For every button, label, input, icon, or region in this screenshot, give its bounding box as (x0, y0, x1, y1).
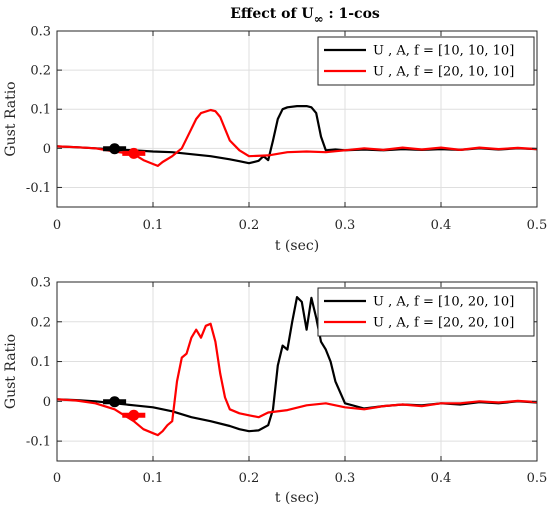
y-tick-label: 0 (43, 142, 51, 157)
marker-point-0 (109, 143, 121, 155)
x-tick-label: 0 (53, 471, 61, 486)
y-tick-label: 0.2 (30, 315, 51, 330)
y-tick-label: 0.3 (30, 25, 51, 40)
y-tick-label: 0.3 (30, 276, 51, 291)
x-tick-label: 0.4 (431, 471, 452, 486)
legend-label-0: U , A, f = [10, 20, 10] (373, 295, 514, 310)
marker-point-1 (128, 409, 140, 421)
x-axis-label: t (sec) (275, 490, 319, 506)
x-tick-label: 0 (53, 218, 61, 233)
legend: U , A, f = [10, 20, 10] U , A, f = [20, 2… (317, 287, 535, 337)
x-tick-label: 0.1 (143, 218, 164, 233)
y-tick-label: 0.1 (30, 103, 51, 118)
x-tick-label: 0.3 (335, 471, 356, 486)
y-tick-label: -0.1 (26, 435, 51, 450)
legend-box (317, 36, 535, 86)
y-axis-label: Gust Ratio (3, 334, 19, 409)
legend-label-1: U , A, f = [20, 10, 10] (373, 65, 514, 80)
x-tick-label: 0.5 (527, 218, 548, 233)
legend-box (317, 287, 535, 337)
figure-title-rest: : 1-cos (324, 6, 380, 22)
series-line-1 (56, 322, 538, 437)
y-tick-label: 0.2 (30, 64, 51, 79)
y-axis-label: Gust Ratio (3, 81, 19, 156)
x-axis-label: t (sec) (275, 238, 319, 254)
legend-label-1: U , A, f = [20, 20, 10] (373, 316, 514, 331)
axes-box (56, 281, 538, 462)
x-tick-label: 0.5 (527, 471, 548, 486)
y-tick-label: 0.1 (30, 355, 51, 370)
axes-box (56, 30, 538, 208)
legend-label-0: U , A, f = [10, 10, 10] (373, 44, 514, 59)
x-tick-label: 0.1 (143, 471, 164, 486)
figure-title-subscript: ∞ (314, 12, 324, 26)
chart-top: 0 0.1 0.2 0.3 0.4 0.5 -0.1 0 0.1 0.2 0.3 t (sec) Gus… (3, 25, 547, 255)
y-tick-label: 0 (43, 395, 51, 410)
chart-bottom: 0 0.1 0.2 0.3 0.4 0.5 -0.1 0 0.1 0.2 0.3 t (sec) Gus… (3, 276, 547, 507)
marker-point-0 (109, 396, 121, 408)
figure-title-main: Effect of U (230, 6, 313, 22)
series-line-1 (56, 108, 538, 167)
y-tick-label: -0.1 (26, 181, 51, 196)
x-tick-label: 0.3 (335, 218, 356, 233)
legend: U , A, f = [10, 10, 10] U , A, f = [20, 1… (317, 36, 535, 86)
figure-title: Effect of U∞ : 1-cos (230, 6, 380, 26)
x-tick-label: 0.4 (431, 218, 452, 233)
x-tick-label: 0.2 (239, 471, 260, 486)
marker-point-1 (128, 147, 140, 159)
x-tick-label: 0.2 (239, 218, 260, 233)
